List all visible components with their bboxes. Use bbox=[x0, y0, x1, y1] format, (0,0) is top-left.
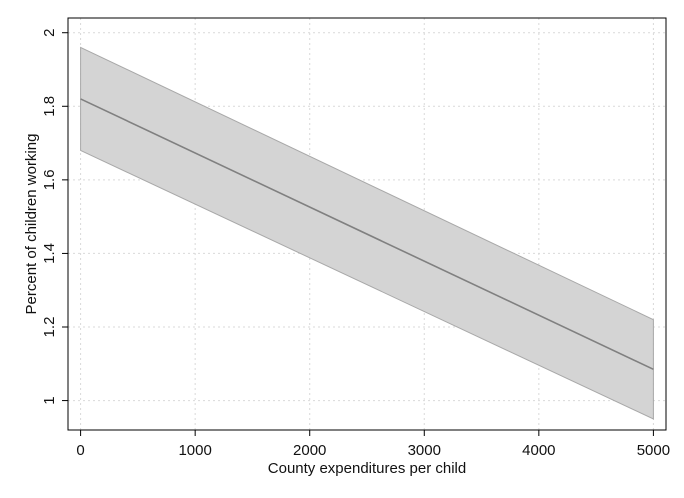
confidence-band bbox=[80, 46, 654, 420]
x-tick-label-2: 2000 bbox=[293, 442, 326, 459]
y-tick-label-4: 1.8 bbox=[41, 96, 58, 117]
x-tick-label-0: 0 bbox=[76, 442, 84, 459]
x-axis-ticks: 0 1000 2000 3000 4000 5000 bbox=[76, 430, 670, 459]
y-tick-label-0: 1 bbox=[41, 396, 58, 404]
confidence-band-layer bbox=[80, 46, 654, 420]
x-tick-label-1: 1000 bbox=[178, 442, 211, 459]
y-tick-label-5: 2 bbox=[41, 29, 58, 37]
x-tick-label-4: 4000 bbox=[522, 442, 555, 459]
y-axis-title: Percent of children working bbox=[23, 134, 40, 315]
fit-line bbox=[80, 98, 654, 371]
y-tick-label-1: 1.2 bbox=[41, 317, 58, 338]
y-tick-label-2: 1.4 bbox=[41, 243, 58, 264]
plot-frame bbox=[67, 17, 667, 431]
y-tick-label-3: 1.6 bbox=[41, 169, 58, 190]
y-axis-ticks: 1 1.2 1.4 1.6 1.8 2 bbox=[41, 29, 68, 405]
x-tick-label-5: 5000 bbox=[637, 442, 670, 459]
x-axis-title: County expenditures per child bbox=[268, 460, 466, 477]
fit-line-layer bbox=[80, 98, 654, 371]
x-tick-label-3: 3000 bbox=[408, 442, 441, 459]
